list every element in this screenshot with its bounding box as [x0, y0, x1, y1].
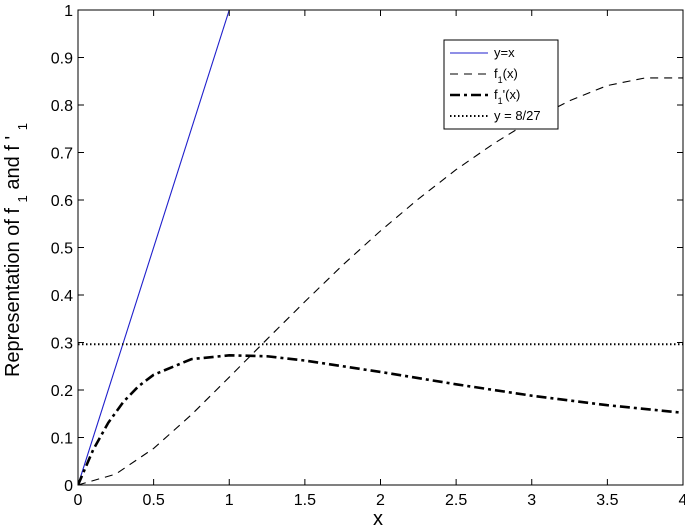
- series-line-3: [78, 354, 683, 485]
- y-tick-label: 0.7: [51, 146, 73, 163]
- x-tick-label: 0.5: [143, 492, 165, 509]
- series-line-1: [78, 10, 230, 485]
- x-tick-label: 1.5: [294, 492, 316, 509]
- plot-area: [78, 10, 683, 485]
- plot-background: [78, 10, 683, 485]
- y-tick-label: 0.5: [51, 241, 73, 258]
- series-line-2: [78, 77, 683, 485]
- svg-text:Representation of f: Representation of f 1 and f ' 1: [2, 123, 32, 377]
- x-tick-label: 0: [74, 492, 83, 509]
- y-tick-label: 0: [64, 478, 73, 495]
- y-axis-label-sub1: 1: [15, 195, 30, 202]
- y-tick-label: 0.4: [51, 288, 73, 305]
- y-tick-label: 1: [64, 3, 73, 20]
- legend-label-2: f1(x): [494, 66, 518, 85]
- y-axis-label-pre: Representation of: [2, 219, 24, 377]
- y-tick-label: 0.1: [51, 431, 73, 448]
- y-tick-label: 0.3: [51, 336, 73, 353]
- x-tick-label: 3: [527, 492, 536, 509]
- y-axis-label-f2: f: [2, 145, 24, 151]
- legend-label-1: y=x: [494, 45, 515, 60]
- y-axis-label-and: and: [2, 156, 24, 189]
- y-tick-label: 0.2: [51, 383, 73, 400]
- legend-label-3: f1'(x): [494, 87, 520, 106]
- y-tick-label: 0.6: [51, 193, 73, 210]
- x-axis-label: x: [373, 508, 383, 530]
- y-axis-label-f1: f: [2, 208, 24, 214]
- y-tick-label: 0.8: [51, 98, 73, 115]
- y-axis-label-sub2: 1: [15, 123, 30, 130]
- legend: y=x f1(x) f1'(x) y = 8/27: [443, 39, 559, 130]
- x-tick-label: 2: [376, 492, 385, 509]
- y-tick-label: 0.9: [51, 51, 73, 68]
- axes-layer: 0 0.5 1 1.5 2 2.5 3 3.5 4 0 0.1 0.2 0.3 0.4 0.5 0.6 0.7 0…: [51, 3, 685, 509]
- x-tick-label: 2.5: [445, 492, 467, 509]
- x-tick-label: 4: [679, 492, 685, 509]
- x-tick-label: 1: [225, 492, 234, 509]
- x-tick-label: 3.5: [596, 492, 618, 509]
- series-layer: [78, 10, 683, 485]
- legend-box: [443, 39, 559, 130]
- y-axis-label-prime: ': [2, 136, 24, 140]
- y-axis-label: Representation of f 1 and f ' 1: [2, 123, 32, 377]
- legend-label-4: y = 8/27: [494, 108, 541, 123]
